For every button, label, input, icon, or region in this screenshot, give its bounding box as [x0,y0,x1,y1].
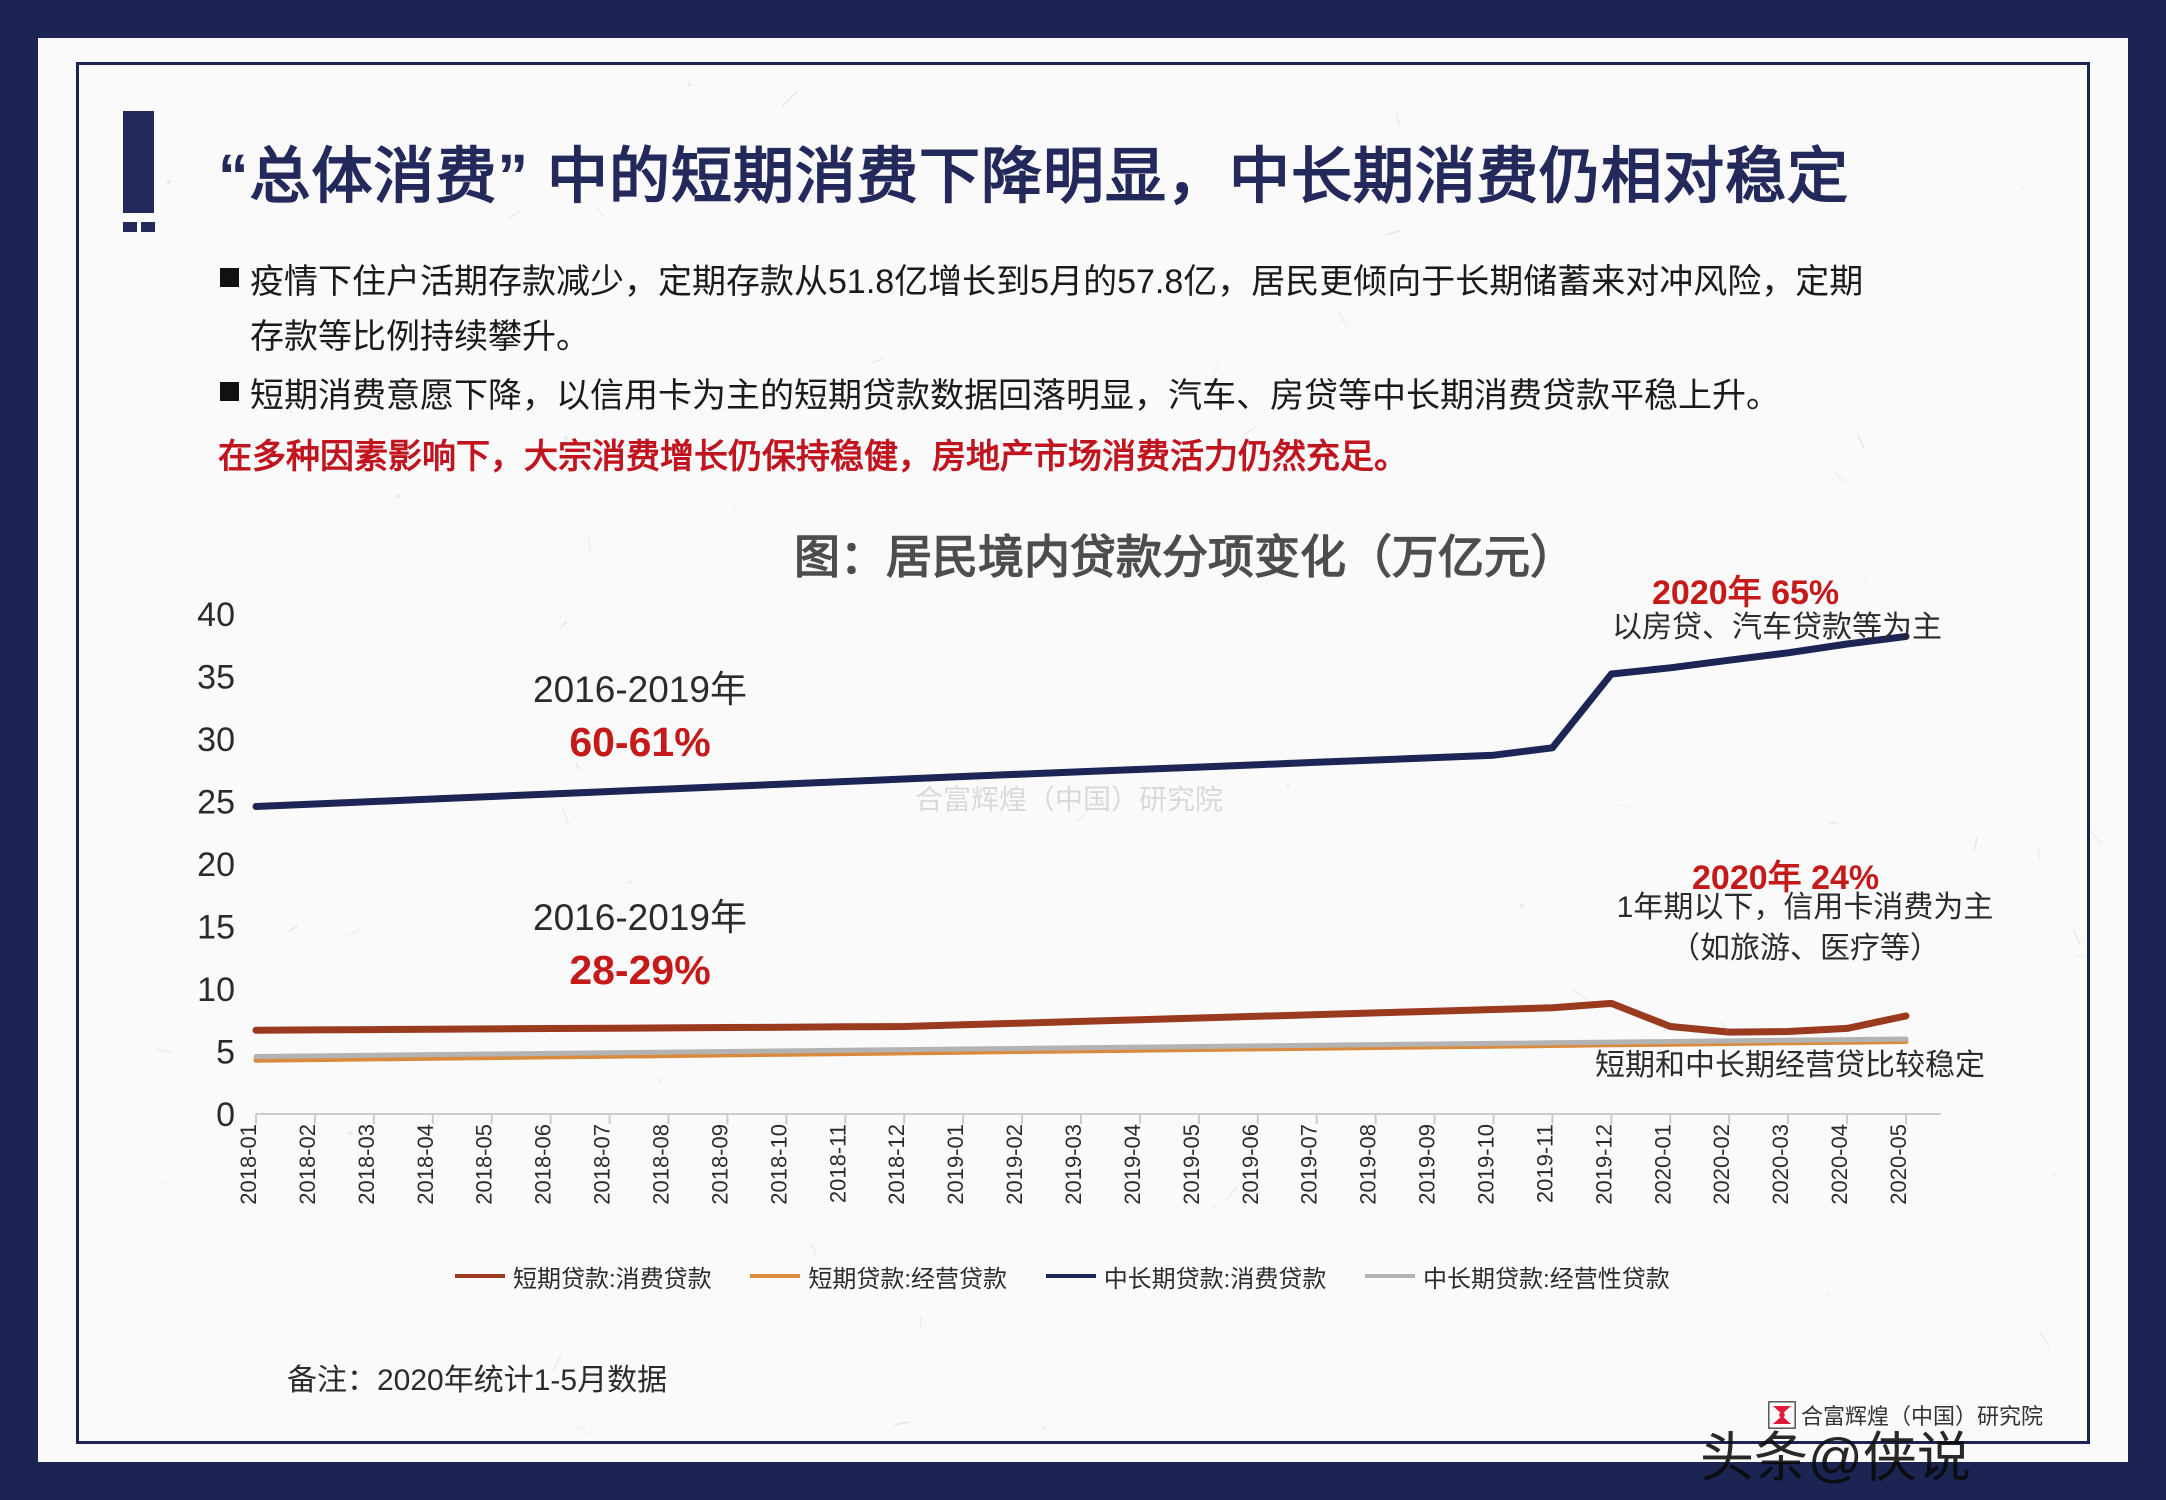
svg-text:25: 25 [197,784,235,822]
svg-text:30: 30 [197,721,235,759]
svg-text:2018-12: 2018-12 [884,1124,909,1205]
svg-text:20: 20 [197,846,235,884]
svg-text:2018-11: 2018-11 [825,1124,850,1203]
svg-text:2019-04: 2019-04 [1120,1124,1145,1205]
svg-text:10: 10 [197,971,235,1009]
svg-text:2018-09: 2018-09 [707,1124,732,1205]
svg-text:0: 0 [216,1096,235,1134]
svg-text:15: 15 [197,909,235,947]
svg-text:2019-08: 2019-08 [1356,1124,1381,1205]
svg-text:2018-10: 2018-10 [766,1124,791,1205]
svg-text:2020-05: 2020-05 [1886,1124,1911,1205]
svg-text:2019-03: 2019-03 [1061,1124,1086,1205]
svg-text:2019-02: 2019-02 [1002,1124,1027,1205]
svg-text:2018-08: 2018-08 [649,1124,674,1205]
svg-text:5: 5 [216,1034,235,1072]
svg-text:2019-11: 2019-11 [1532,1124,1557,1203]
svg-text:2018-03: 2018-03 [354,1124,379,1205]
svg-text:2020-03: 2020-03 [1768,1124,1793,1205]
svg-text:2018-05: 2018-05 [472,1124,497,1205]
svg-text:2020-04: 2020-04 [1827,1124,1852,1205]
svg-text:2019-09: 2019-09 [1415,1124,1440,1205]
svg-text:40: 40 [197,596,235,634]
svg-text:2019-01: 2019-01 [943,1124,968,1205]
svg-text:2019-05: 2019-05 [1179,1124,1204,1205]
svg-text:2019-07: 2019-07 [1297,1124,1322,1205]
svg-text:2019-12: 2019-12 [1591,1124,1616,1205]
svg-text:2018-02: 2018-02 [295,1124,320,1205]
svg-text:35: 35 [197,659,235,697]
svg-text:2019-10: 2019-10 [1474,1124,1499,1205]
svg-text:2018-04: 2018-04 [413,1124,438,1205]
svg-text:2018-06: 2018-06 [531,1124,556,1205]
svg-text:2020-01: 2020-01 [1650,1124,1675,1205]
svg-text:2018-01: 2018-01 [236,1124,261,1205]
svg-text:2018-07: 2018-07 [590,1124,615,1205]
svg-text:2019-06: 2019-06 [1238,1124,1263,1205]
svg-text:2020-02: 2020-02 [1709,1124,1734,1205]
